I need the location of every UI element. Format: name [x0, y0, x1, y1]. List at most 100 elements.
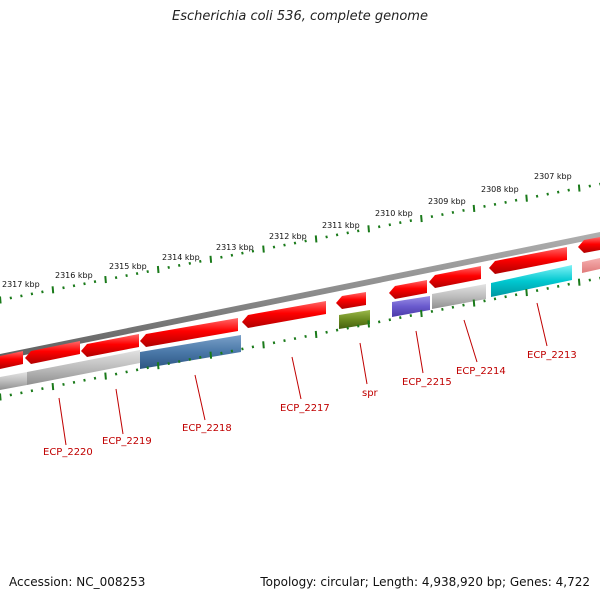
forward-strand: [0, 237, 600, 369]
ruler-minor-tick: [93, 280, 97, 284]
ruler-minor-tick: [493, 297, 497, 301]
ruler-minor-tick: [304, 334, 307, 338]
ruler-minor-tick: [483, 204, 486, 208]
gene-ecp2215-bar: [392, 296, 430, 317]
ruler-minor-tick: [356, 324, 360, 328]
leader-ecp2219: [115, 388, 124, 435]
gene-label-ecp2219: ECP_2219: [102, 436, 152, 447]
ruler-minor-tick: [293, 337, 297, 341]
gene-arrow-fwd: [389, 280, 427, 299]
ruler-minor-tick: [9, 393, 13, 397]
ruler-minor-tick: [188, 357, 192, 361]
ruler-label-2316: 2316 kbp: [55, 271, 93, 280]
ruler-minor-tick: [30, 389, 34, 393]
ruler-minor-tick: [177, 360, 181, 364]
ruler-minor-tick: [220, 255, 223, 259]
ruler-major-tick: [525, 289, 528, 297]
ruler-minor-tick: [241, 251, 244, 255]
ruler-major-tick: [367, 225, 370, 233]
reverse-strand: [0, 258, 600, 390]
gene-label-ecp2213: ECP_2213: [527, 350, 577, 361]
ruler-minor-tick: [167, 362, 170, 366]
ruler-minor-tick: [146, 270, 149, 274]
ruler-minor-tick: [220, 351, 223, 355]
ruler-major-tick: [51, 286, 55, 294]
ruler-minor-tick: [9, 296, 13, 300]
gene-label-ecp2217: ECP_2217: [280, 403, 330, 414]
ruler-label-2317: 2317 kbp: [2, 280, 40, 289]
ruler-minor-tick: [504, 295, 507, 299]
gene-label-ecp2220: ECP_2220: [43, 447, 93, 458]
ruler-minor-tick: [377, 225, 381, 229]
ruler-minor-tick: [356, 229, 360, 233]
ruler-minor-tick: [188, 261, 192, 265]
ruler-minor-tick: [20, 391, 23, 395]
gene-arrow-fwd: [489, 247, 567, 274]
ruler-minor-tick: [325, 235, 328, 239]
ruler-major-tick: [0, 393, 2, 401]
ruler-minor-tick: [199, 259, 202, 263]
ruler-minor-tick: [325, 330, 328, 334]
ruler-minor-tick: [62, 286, 65, 290]
ruler-minor-tick: [567, 282, 570, 286]
ruler-minor-tick: [430, 215, 434, 219]
ruler-minor-tick: [346, 326, 349, 330]
lower-ruler-ticks: [0, 276, 600, 401]
gene-ecp2213-bar: [491, 265, 572, 297]
gene-arrow-fwd: [0, 351, 23, 369]
ruler-minor-tick: [430, 309, 434, 313]
gene-labels: ECP_2220 ECP_2219 ECP_2218 ECP_2217 spr …: [43, 302, 577, 458]
ruler-minor-tick: [135, 368, 139, 372]
ruler-minor-tick: [251, 345, 255, 349]
ruler-minor-tick: [83, 282, 86, 286]
ruler-major-tick: [262, 341, 265, 349]
genome-backbone: [0, 232, 600, 360]
ruler-minor-tick: [167, 265, 170, 269]
ruler-minor-tick: [514, 198, 518, 202]
ruler-minor-tick: [451, 305, 455, 309]
ruler-label-2307: 2307 kbp: [534, 172, 572, 181]
ruler-minor-tick: [556, 190, 560, 194]
ruler-minor-tick: [62, 382, 65, 386]
ruler-minor-tick: [514, 293, 518, 297]
ruler-minor-tick: [272, 341, 276, 345]
ruler-ticks: [0, 182, 600, 304]
ruler-minor-tick: [346, 231, 349, 235]
ruler-major-tick: [525, 194, 528, 202]
ruler-label-2311: 2311 kbp: [322, 221, 360, 230]
ruler-minor-tick: [335, 328, 339, 332]
gene-arrow-fwd: [140, 318, 238, 347]
ruler-label-2309: 2309 kbp: [428, 197, 466, 206]
gene-ecp2218-bar: [140, 335, 241, 369]
ruler-minor-tick: [399, 221, 402, 225]
ruler-major-tick: [420, 215, 423, 223]
ruler-label-2314: 2314 kbp: [162, 253, 200, 262]
leader-ecp2217: [291, 356, 302, 400]
ruler-minor-tick: [177, 263, 181, 267]
ruler-minor-tick: [399, 316, 402, 320]
gene-label-ecp2215: ECP_2215: [402, 377, 452, 388]
ruler-minor-tick: [230, 253, 234, 257]
ruler-major-tick: [104, 372, 107, 380]
ruler-major-tick: [104, 276, 107, 284]
ruler-major-tick: [156, 265, 160, 274]
gene-arrow-fwd: [578, 237, 600, 253]
ruler-minor-tick: [304, 239, 307, 243]
ruler-minor-tick: [535, 289, 539, 293]
ruler-minor-tick: [93, 376, 97, 380]
ruler-minor-tick: [441, 213, 444, 217]
ruler-minor-tick: [504, 200, 507, 204]
gene-arrow-fwd: [429, 266, 481, 288]
ruler-minor-tick: [388, 318, 392, 322]
ruler-label-2310: 2310 kbp: [375, 209, 413, 218]
gene-label-spr: spr: [362, 388, 379, 399]
ruler-minor-tick: [535, 194, 539, 198]
ruler-major-tick: [472, 299, 476, 307]
footer-topology: Topology: circular; Length: 4,938,920 bp…: [260, 575, 590, 589]
ruler-major-tick: [0, 296, 2, 304]
gene-label-ecp2218: ECP_2218: [182, 423, 232, 434]
ruler-minor-tick: [72, 380, 76, 384]
ruler-labels: 2317 kbp 2316 kbp 2315 kbp 2314 kbp 2313…: [2, 172, 572, 289]
ruler-major-tick: [51, 383, 55, 391]
